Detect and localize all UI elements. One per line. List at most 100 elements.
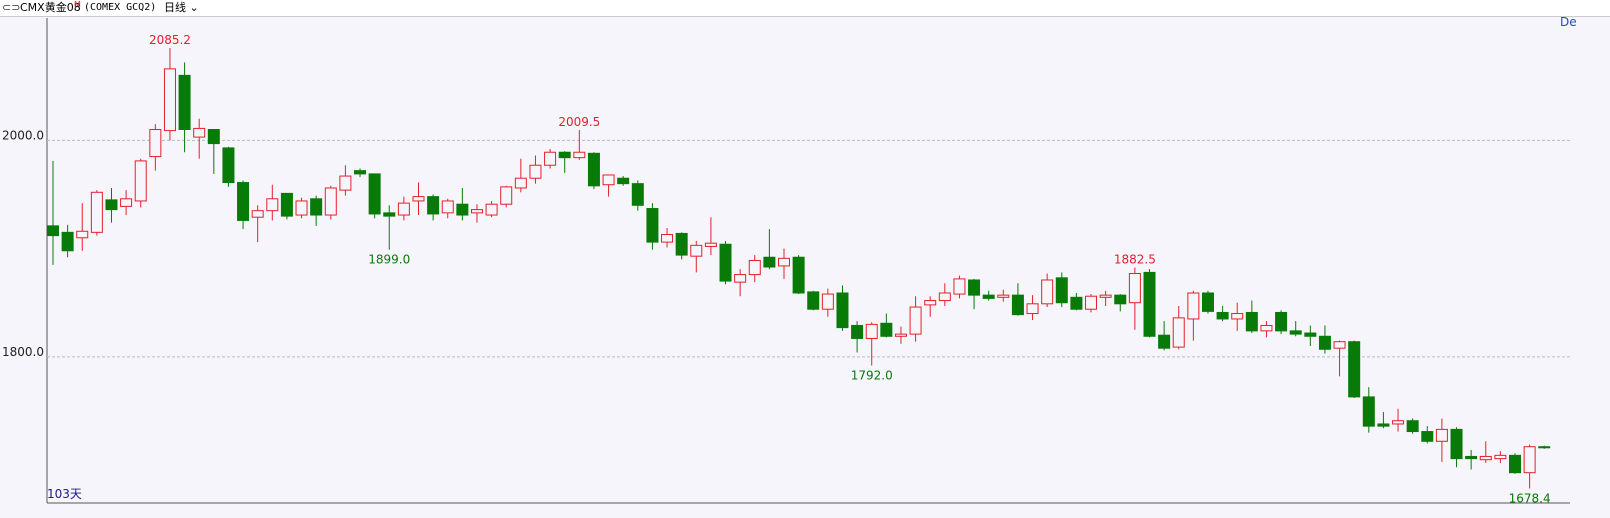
candle-body (1421, 431, 1434, 442)
candle-body (1479, 455, 1492, 461)
candle-body (207, 129, 220, 145)
period-dropdown[interactable]: 日线 ⌄ (164, 1, 199, 14)
candle-body (704, 242, 717, 247)
candle-body (924, 300, 937, 306)
candle-body (427, 196, 440, 215)
candle-body (193, 127, 206, 138)
icon: ⊂⊃ (2, 1, 21, 14)
candle-body (792, 256, 805, 294)
corner-label: De (1560, 15, 1577, 29)
candle-body (1041, 279, 1054, 305)
candle-body (1465, 455, 1478, 460)
candle-body (1128, 272, 1141, 304)
candle-body (470, 209, 483, 214)
candle-body (1201, 292, 1214, 312)
candle-body (938, 292, 951, 302)
candle-body (237, 182, 250, 221)
candle-body (47, 225, 59, 237)
candle-body (368, 173, 381, 215)
candle-body (1450, 428, 1463, 460)
candle-body (1406, 420, 1419, 433)
period: 日线 (164, 1, 186, 14)
candle-body (953, 278, 966, 295)
candle-body (105, 199, 118, 211)
candle-body (1289, 330, 1302, 335)
extreme-label: 1678.4 (1509, 491, 1551, 505)
candle-body (631, 183, 644, 206)
candle-body (251, 210, 264, 218)
candle-body (982, 294, 995, 299)
candle-body (1070, 296, 1083, 310)
candle-body (339, 175, 352, 191)
candle-body (602, 174, 615, 186)
candle-body (821, 293, 834, 310)
candle-body (778, 257, 790, 267)
candle-body (1172, 317, 1185, 348)
candle-body (1114, 294, 1127, 305)
candle-body (412, 196, 425, 202)
candle-body (90, 191, 103, 233)
code: (COMEX GCQ2) (84, 2, 157, 13)
candle-body (1392, 420, 1405, 425)
candle-body (748, 260, 761, 276)
candle-body (222, 147, 235, 184)
candle-body (1216, 311, 1229, 320)
header: ⊂⊃ CMX黄金08 M (COMEX GCQ2) 日线 ⌄ (0, 0, 1610, 17)
candle-body (149, 129, 162, 158)
candle-body (573, 151, 586, 159)
candle-body (441, 200, 454, 214)
candle-body (544, 151, 557, 166)
candle-body (1435, 428, 1448, 442)
candle-body (1026, 303, 1039, 315)
candle-body (76, 230, 89, 239)
candle-body (558, 151, 571, 159)
candle-body (1333, 341, 1346, 349)
candle-body (719, 243, 732, 282)
candle-body (456, 203, 469, 216)
candle-body (1275, 311, 1288, 332)
candle-body (1260, 324, 1273, 332)
candle-body (1055, 277, 1068, 304)
candle-body (1085, 295, 1098, 310)
candle-body (865, 323, 878, 339)
candle-body (1245, 311, 1258, 332)
extreme-label: 1792.0 (851, 369, 893, 383)
candle-body (997, 294, 1010, 298)
footer: 103天 (47, 487, 82, 501)
candle-body (383, 212, 396, 217)
candle-body (1348, 341, 1361, 398)
candle-body (163, 68, 176, 132)
candle-body (587, 152, 600, 187)
candle-body (120, 198, 133, 207)
candle-body (880, 322, 893, 337)
candle-body (1538, 446, 1551, 449)
candle-body (178, 74, 191, 131)
candle-body (397, 202, 410, 216)
candle-body (690, 244, 703, 257)
candle-body (1494, 454, 1507, 460)
candle-body (500, 186, 513, 205)
y-tick-label: 1800.0 (2, 345, 44, 359)
candle-body (61, 231, 74, 252)
y-tick-label: 2000.0 (2, 128, 44, 142)
candle-body (909, 306, 922, 335)
candle-body (514, 177, 527, 189)
candle-body (763, 256, 776, 268)
extreme-label: 2009.5 (558, 115, 600, 129)
candle-body (324, 187, 337, 216)
candle-body (1523, 446, 1536, 474)
candle-body (1231, 313, 1244, 320)
candle-body (836, 292, 849, 329)
candle-body (734, 274, 747, 283)
extreme-label: 1899.0 (368, 253, 410, 267)
candle-body (1318, 335, 1331, 350)
candle-body (295, 200, 308, 216)
extreme-label: 1882.5 (1114, 253, 1156, 267)
candle-body (1143, 271, 1156, 337)
extreme-label: 2085.2 (149, 33, 191, 47)
candle-body (1099, 294, 1112, 298)
candle-body (675, 232, 688, 256)
candle-body (310, 198, 323, 216)
candle-body (894, 333, 907, 337)
